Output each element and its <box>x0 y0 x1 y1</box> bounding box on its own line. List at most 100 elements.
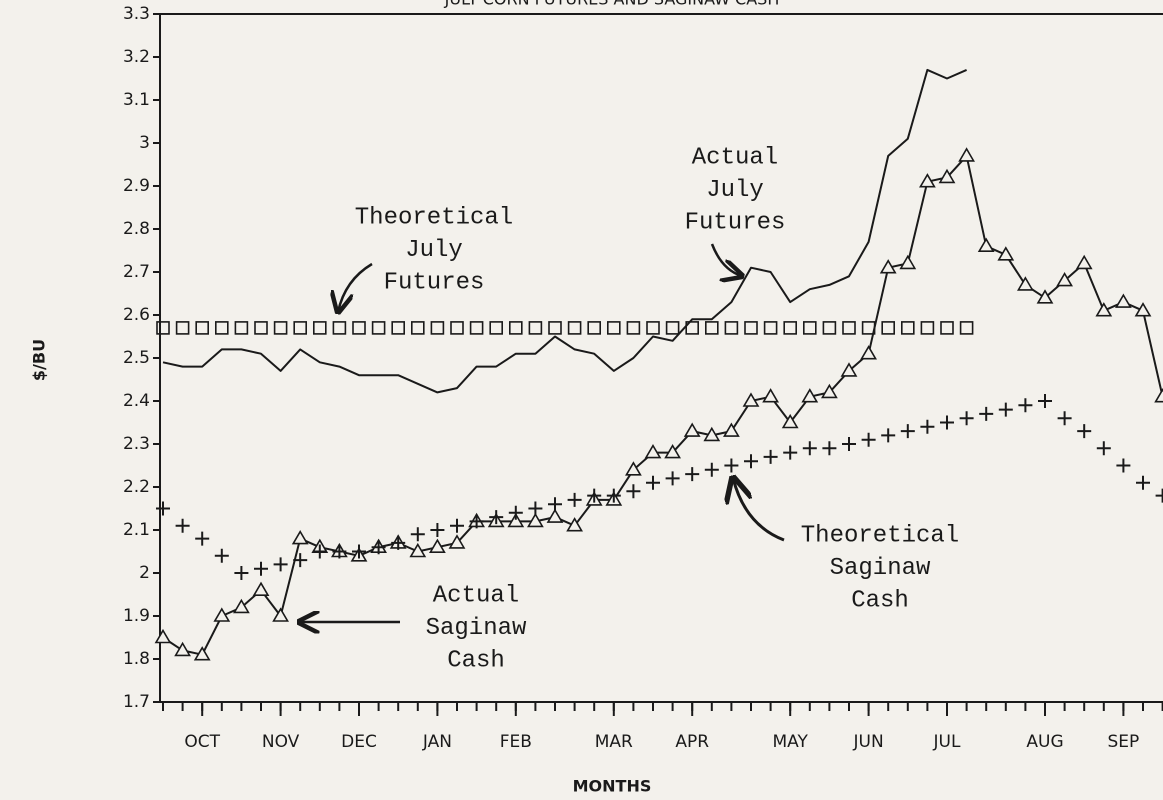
square-marker <box>842 321 856 335</box>
y-tick-label: 2.1 <box>123 520 150 540</box>
triangle-marker <box>1134 302 1152 317</box>
square-marker <box>626 321 641 335</box>
triangle-marker <box>879 259 897 274</box>
square-marker <box>920 321 935 335</box>
plus-marker <box>881 428 896 443</box>
triangle-marker <box>625 461 642 476</box>
plus-marker <box>704 462 719 477</box>
triangle-marker <box>252 581 270 596</box>
triangle-marker <box>644 444 662 459</box>
plus-marker <box>842 437 856 451</box>
arrow <box>338 262 373 312</box>
plus-marker <box>822 441 837 456</box>
plus-marker <box>626 484 641 499</box>
plus-marker <box>508 505 523 520</box>
triangle-marker <box>448 534 466 549</box>
plus-marker <box>646 475 660 490</box>
triangle-marker <box>154 628 172 644</box>
triangle-marker <box>1036 289 1054 304</box>
plus-marker <box>234 566 249 580</box>
plus-marker <box>254 561 268 576</box>
x-tick-label: OCT <box>184 732 220 752</box>
annotation: July <box>405 237 463 264</box>
square-marker <box>489 321 504 335</box>
plus-marker <box>587 488 602 503</box>
triangle-marker <box>919 173 936 188</box>
annotation: Cash <box>447 647 505 674</box>
triangle-marker <box>527 512 544 528</box>
triangle-marker <box>1095 302 1113 317</box>
plus-marker <box>1077 424 1092 439</box>
chart-title: JULY CORN FUTURES AND SAGINAW CASH <box>444 0 780 9</box>
triangle-marker <box>664 444 681 459</box>
plus-marker <box>410 527 425 542</box>
plus-marker <box>763 449 778 464</box>
y-tick-label: 3.3 <box>123 4 150 24</box>
plus-marker <box>606 488 621 503</box>
plus-marker <box>450 518 464 533</box>
square-marker <box>548 321 562 335</box>
plus-marker <box>371 540 386 555</box>
plus-marker <box>352 544 366 559</box>
plus-marker <box>920 419 935 434</box>
triangle-marker <box>1075 254 1093 270</box>
x-tick-label: MAY <box>773 732 809 752</box>
arrow <box>733 478 785 542</box>
square-marker <box>959 321 974 335</box>
triangle-marker <box>1115 293 1132 308</box>
triangle-marker <box>233 598 250 614</box>
plus-marker <box>783 445 798 460</box>
square-marker <box>352 321 366 335</box>
triangle-marker <box>507 512 525 528</box>
series-line <box>162 68 968 394</box>
plus-marker <box>156 501 170 516</box>
annotation: July <box>706 177 764 204</box>
square-marker <box>685 321 700 335</box>
plus-marker <box>998 402 1013 417</box>
triangle-marker <box>762 388 779 403</box>
y-tick-label: 3 <box>139 133 150 153</box>
triangle-marker <box>781 413 799 429</box>
square-marker <box>587 321 602 335</box>
plus-marker <box>567 492 582 507</box>
y-axis-label: $/BU <box>30 339 49 381</box>
x-tick-label: JUL <box>933 732 961 752</box>
triangle-marker <box>977 237 995 252</box>
triangle-marker <box>546 508 564 523</box>
arrow <box>710 243 742 276</box>
plus-marker <box>293 553 308 568</box>
plus-marker <box>1155 488 1163 503</box>
triangle-marker <box>174 641 191 657</box>
plus-marker <box>724 458 739 473</box>
plus-marker <box>469 514 484 529</box>
x-tick-label: NOV <box>262 732 300 752</box>
y-tick-label: 2.6 <box>123 305 150 325</box>
triangle-marker <box>683 422 701 437</box>
plus-marker <box>802 441 817 456</box>
plus-marker <box>1018 398 1033 413</box>
plus-marker <box>1116 458 1131 473</box>
plus-marker <box>959 411 974 426</box>
plus-marker <box>430 523 445 537</box>
x-tick-label: MAR <box>595 732 633 752</box>
square-marker <box>156 321 170 335</box>
y-tick-label: 2.2 <box>123 477 150 497</box>
x-tick-label: DEC <box>341 732 377 752</box>
square-marker <box>234 321 249 335</box>
plus-marker <box>861 432 876 447</box>
square-marker <box>940 321 954 335</box>
square-marker <box>822 321 837 335</box>
plus-marker <box>332 544 347 559</box>
triangle-marker <box>429 538 446 553</box>
triangle-marker <box>958 147 975 162</box>
triangle-marker <box>291 530 309 545</box>
annotation: Saginaw <box>426 615 527 642</box>
square-marker <box>724 321 739 335</box>
square-marker <box>391 321 406 335</box>
annotation: Futures <box>685 209 786 236</box>
triangle-marker <box>193 646 211 661</box>
axes <box>159 14 1163 703</box>
triangle-marker <box>1017 276 1034 291</box>
annotation: Futures <box>384 269 485 296</box>
